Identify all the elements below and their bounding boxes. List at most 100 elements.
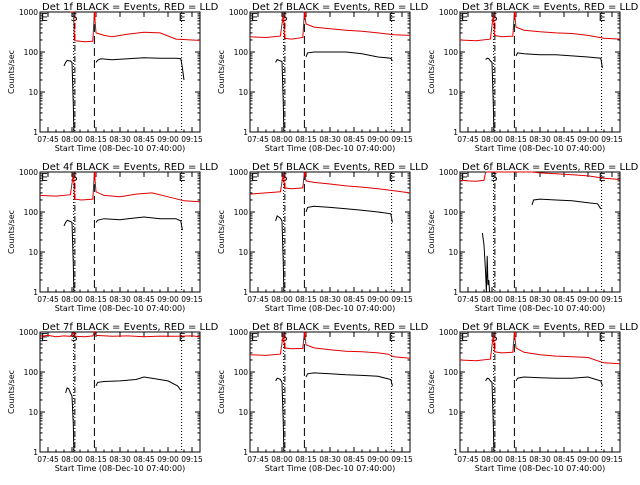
- y-tick-label: 1: [33, 448, 38, 457]
- x-tick-label: 09:00: [157, 295, 179, 304]
- x-axis-label: Start Time (08-Dec-10 07:40:00): [55, 144, 186, 153]
- x-tick-label: 08:45: [133, 135, 155, 144]
- x-tick-label: 09:00: [367, 295, 389, 304]
- y-tick-label: 10: [238, 88, 248, 97]
- lld-series-line: [249, 331, 411, 359]
- lld-series-line: [459, 11, 621, 42]
- panel-title: Det 1f BLACK = Events, RED = LLD: [42, 2, 219, 13]
- events-series-line: [275, 377, 285, 453]
- events-series-line: [275, 215, 285, 293]
- x-tick-label: 08:15: [295, 295, 317, 304]
- x-tick-label: 09:15: [601, 455, 623, 464]
- x-tick-label: 07:45: [37, 295, 59, 304]
- panel-2: Det 2f BLACK = Events, RED = LLD 1 10 100 10…: [217, 2, 429, 153]
- y-tick-label: 1: [243, 128, 248, 137]
- y-axis-label: Counts/sec: [427, 50, 436, 94]
- x-tick-label: 08:45: [133, 295, 155, 304]
- y-tick-label: 1000: [229, 8, 248, 17]
- x-tick-label: 09:15: [181, 455, 203, 464]
- x-tick-label: 08:45: [343, 295, 365, 304]
- plot-frame: [459, 331, 621, 453]
- panel-title: Det 4f BLACK = Events, RED = LLD: [42, 162, 219, 173]
- y-axis-label: Counts/sec: [7, 370, 16, 414]
- x-tick-label: 09:15: [391, 135, 413, 144]
- panel-6: Det 6f BLACK = Events, RED = LLD 1 10 100 10…: [427, 162, 639, 313]
- e-marker-label: E: [179, 331, 186, 344]
- y-tick-label: 100: [24, 208, 39, 217]
- x-tick-label: 07:45: [457, 455, 479, 464]
- panel-4: Det 4f BLACK = Events, RED = LLD 1 10 100 10…: [7, 162, 219, 313]
- y-tick-label: 100: [24, 48, 39, 57]
- y-tick-label: 100: [234, 368, 249, 377]
- x-tick-label: 07:45: [247, 455, 269, 464]
- s-marker-label: S: [71, 331, 78, 344]
- y-axis-label: Counts/sec: [217, 210, 226, 254]
- events-series-line: [531, 198, 602, 210]
- x-axis-label: Start Time (08-Dec-10 07:40:00): [265, 464, 396, 473]
- x-tick-label: 07:45: [247, 135, 269, 144]
- x-tick-label: 08:15: [85, 135, 107, 144]
- y-tick-label: 10: [448, 408, 458, 417]
- events-series-line: [515, 376, 603, 387]
- events-series-line: [485, 57, 495, 133]
- x-tick-label: 09:00: [367, 455, 389, 464]
- events-series-line: [275, 58, 285, 133]
- e-marker-label: E: [389, 11, 396, 24]
- x-tick-label: 08:45: [343, 135, 365, 144]
- x-tick-label: 08:15: [295, 455, 317, 464]
- y-tick-label: 1000: [19, 168, 38, 177]
- y-tick-label: 1: [243, 288, 248, 297]
- x-tick-label: 08:45: [553, 455, 575, 464]
- y-tick-label: 100: [234, 208, 249, 217]
- lld-series-line: [39, 171, 201, 203]
- s-marker-label: S: [491, 171, 498, 184]
- panel-3: Det 3f BLACK = Events, RED = LLD 1 10 100 10…: [427, 2, 639, 153]
- y-tick-label: 1000: [19, 328, 38, 337]
- x-tick-label: 08:45: [133, 455, 155, 464]
- panel-title: Det 8f BLACK = Events, RED = LLD: [252, 322, 429, 333]
- x-tick-label: 08:00: [481, 135, 503, 144]
- panel-title: Det 5f BLACK = Events, RED = LLD: [252, 162, 429, 173]
- y-tick-label: 100: [24, 368, 39, 377]
- e-marker-label: E: [41, 11, 48, 24]
- x-tick-label: 07:45: [457, 295, 479, 304]
- x-tick-label: 09:15: [601, 135, 623, 144]
- panel-5: Det 5f BLACK = Events, RED = LLD 1 10 100 10…: [217, 162, 429, 313]
- y-tick-label: 100: [234, 48, 249, 57]
- e-marker-label: E: [599, 331, 606, 344]
- y-tick-label: 10: [448, 248, 458, 257]
- panel-8: Det 8f BLACK = Events, RED = LLD 1 10 100 10…: [217, 322, 429, 473]
- panel-9: Det 9f BLACK = Events, RED = LLD 1 10 100 10…: [427, 322, 639, 473]
- e-marker-label: E: [251, 331, 258, 344]
- x-tick-label: 08:45: [343, 455, 365, 464]
- y-tick-label: 10: [28, 88, 38, 97]
- e-marker-label: E: [41, 171, 48, 184]
- x-tick-label: 08:00: [271, 295, 293, 304]
- x-tick-label: 08:00: [271, 135, 293, 144]
- y-tick-label: 10: [238, 248, 248, 257]
- panel-7: Det 7f BLACK = Events, RED = LLD 1 10 100 10…: [7, 322, 219, 473]
- x-tick-label: 07:45: [37, 455, 59, 464]
- y-tick-label: 1: [453, 288, 458, 297]
- x-axis-label: Start Time (08-Dec-10 07:40:00): [55, 464, 186, 473]
- y-tick-label: 100: [444, 208, 459, 217]
- panel-title: Det 3f BLACK = Events, RED = LLD: [462, 2, 639, 13]
- x-tick-label: 08:30: [529, 455, 551, 464]
- events-series-line: [95, 216, 183, 231]
- events-series-line: [305, 372, 393, 387]
- y-tick-label: 1: [33, 288, 38, 297]
- panel-title: Det 6f BLACK = Events, RED = LLD: [462, 162, 639, 173]
- x-tick-label: 09:15: [391, 455, 413, 464]
- lld-series-line: [249, 11, 411, 40]
- x-axis-label: Start Time (08-Dec-10 07:40:00): [475, 304, 606, 313]
- x-tick-label: 08:30: [319, 455, 341, 464]
- panel-title: Det 7f BLACK = Events, RED = LLD: [42, 322, 219, 333]
- e-marker-label: E: [599, 11, 606, 24]
- e-marker-label: E: [461, 171, 468, 184]
- x-tick-label: 08:15: [505, 295, 527, 304]
- plot-frame: [39, 331, 201, 453]
- x-axis-label: Start Time (08-Dec-10 07:40:00): [475, 144, 606, 153]
- x-tick-label: 08:15: [85, 295, 107, 304]
- y-axis-label: Counts/sec: [7, 210, 16, 254]
